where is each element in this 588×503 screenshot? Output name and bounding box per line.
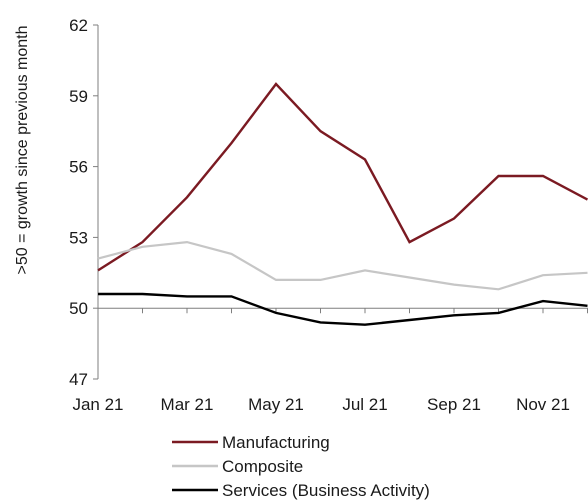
y-tick-label: 47 [69, 370, 88, 389]
series-line-2 [97, 240, 588, 291]
y-tick-label: 50 [69, 299, 88, 318]
y-axis-label: >50 = growth since previous month [14, 25, 31, 274]
series-line-1 [97, 82, 588, 272]
legend-label-3: Services (Business Activity) [222, 481, 430, 500]
legend: Manufacturing Composite Services (Business… [172, 433, 430, 500]
y-tick-label: 53 [69, 228, 88, 247]
y-tick-label: 62 [69, 16, 88, 35]
y-tick-label: 59 [69, 87, 88, 106]
y-tick-label: 56 [69, 158, 88, 177]
legend-label-1: Manufacturing [222, 433, 330, 452]
legend-label-2: Composite [222, 457, 303, 476]
series-line-3 [98, 292, 588, 326]
x-tick-label: Sep 21 [427, 395, 481, 414]
x-tick-label: Mar 21 [161, 395, 214, 414]
x-tick-label: May 21 [248, 395, 304, 414]
x-tick-label: Nov 21 [516, 395, 570, 414]
x-tick-label: Jul 21 [342, 395, 387, 414]
axes: 47 50 53 56 59 62 Jan 21 Mar 21 May 21 Jul 21 Sep … [69, 16, 588, 414]
x-tick-label: Jan 21 [72, 395, 123, 414]
series-layer [97, 82, 588, 326]
